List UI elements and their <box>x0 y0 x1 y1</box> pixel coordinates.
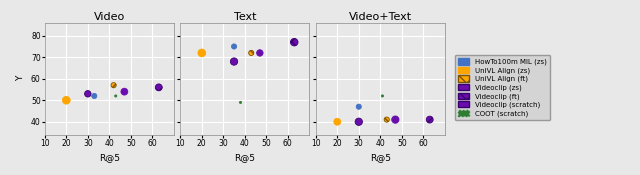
X-axis label: R@5: R@5 <box>370 153 391 162</box>
X-axis label: R@5: R@5 <box>99 153 120 162</box>
Circle shape <box>198 49 205 57</box>
Title: Text: Text <box>234 12 256 22</box>
Circle shape <box>356 104 362 109</box>
Circle shape <box>257 50 263 56</box>
Circle shape <box>426 116 433 123</box>
Circle shape <box>384 117 389 122</box>
Circle shape <box>63 96 70 104</box>
Circle shape <box>291 38 298 46</box>
X-axis label: R@5: R@5 <box>234 153 255 162</box>
Circle shape <box>381 95 383 97</box>
Y-axis label: Y: Y <box>17 76 26 81</box>
Circle shape <box>239 101 241 103</box>
Circle shape <box>115 95 117 97</box>
Circle shape <box>111 83 116 88</box>
Circle shape <box>355 118 362 125</box>
Circle shape <box>334 118 340 125</box>
Circle shape <box>121 88 128 95</box>
Circle shape <box>392 116 399 123</box>
Circle shape <box>230 58 237 65</box>
Circle shape <box>92 93 97 99</box>
Legend: HowTo100m MIL (zs), UniVL Align (zs), UniVL Align (ft), Videoclip (zs), Videocli: HowTo100m MIL (zs), UniVL Align (zs), Un… <box>454 55 550 120</box>
Title: Video+Text: Video+Text <box>349 12 412 22</box>
Circle shape <box>232 44 237 49</box>
Circle shape <box>84 91 91 97</box>
Title: Video: Video <box>93 12 125 22</box>
Circle shape <box>249 50 254 55</box>
Circle shape <box>156 84 162 91</box>
